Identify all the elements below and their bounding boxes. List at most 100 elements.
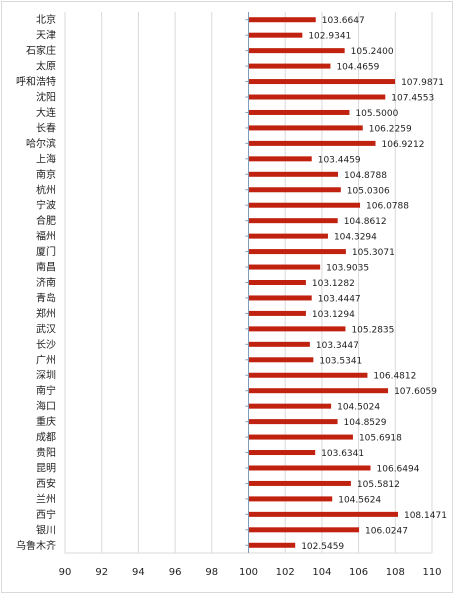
bar bbox=[248, 264, 321, 270]
x-tick-label: 104 bbox=[312, 567, 331, 578]
bar bbox=[248, 372, 368, 378]
category-label: 宁波 bbox=[36, 199, 56, 212]
category-label: 深圳 bbox=[36, 370, 56, 382]
bar bbox=[248, 233, 328, 239]
value-label: 105.6918 bbox=[359, 434, 402, 444]
bar bbox=[248, 156, 312, 162]
bar bbox=[248, 17, 316, 23]
value-label: 107.4553 bbox=[391, 94, 434, 104]
value-label: 104.4659 bbox=[336, 63, 379, 73]
value-label: 106.0247 bbox=[365, 526, 408, 536]
bar bbox=[248, 63, 331, 69]
category-label: 天津 bbox=[36, 30, 56, 42]
value-label: 105.0306 bbox=[347, 186, 390, 196]
x-tick-label: 90 bbox=[59, 567, 72, 578]
bar bbox=[248, 511, 398, 517]
category-label: 北京 bbox=[36, 13, 56, 26]
category-label: 济南 bbox=[36, 276, 56, 289]
bar bbox=[248, 326, 346, 332]
value-label: 103.1294 bbox=[312, 310, 355, 320]
bar bbox=[248, 94, 386, 100]
bar bbox=[248, 171, 339, 177]
value-label: 103.9035 bbox=[326, 264, 369, 274]
category-label: 福州 bbox=[36, 230, 56, 243]
bars bbox=[248, 17, 398, 548]
bar bbox=[248, 249, 346, 255]
category-label: 大连 bbox=[36, 106, 56, 119]
x-tick-label: 108 bbox=[386, 567, 405, 578]
x-tick-label: 110 bbox=[422, 567, 441, 578]
category-label: 青岛 bbox=[36, 291, 56, 304]
category-label: 西宁 bbox=[36, 508, 56, 521]
axes bbox=[65, 12, 432, 554]
value-label: 103.6341 bbox=[321, 449, 364, 459]
value-label: 104.8612 bbox=[344, 217, 387, 227]
bar bbox=[248, 496, 333, 502]
bar bbox=[248, 450, 316, 456]
value-label: 104.8788 bbox=[344, 171, 387, 181]
bar bbox=[248, 341, 310, 347]
value-label: 104.3294 bbox=[334, 233, 377, 243]
value-label: 108.1471 bbox=[404, 511, 447, 521]
category-label: 兰州 bbox=[36, 492, 56, 505]
x-tick-labels: 90 92 94 96 98 100 102 104 106 108 110 bbox=[59, 567, 442, 578]
category-label: 西安 bbox=[36, 477, 56, 490]
value-label: 106.2259 bbox=[369, 124, 412, 134]
category-label: 成都 bbox=[36, 432, 56, 444]
category-label: 南昌 bbox=[36, 261, 56, 274]
value-label: 107.6059 bbox=[394, 387, 437, 397]
value-label: 103.4447 bbox=[318, 294, 361, 304]
bar bbox=[248, 32, 303, 38]
category-label: 石家庄 bbox=[26, 44, 56, 57]
x-tick-label: 92 bbox=[95, 567, 108, 578]
category-label: 银川 bbox=[36, 523, 56, 536]
value-label: 103.6647 bbox=[322, 16, 365, 26]
category-label: 长沙 bbox=[36, 339, 56, 351]
bar bbox=[248, 434, 353, 440]
bar bbox=[248, 295, 312, 301]
bar bbox=[248, 48, 345, 54]
bar bbox=[248, 357, 314, 363]
bar bbox=[248, 388, 389, 394]
category-label: 贵阳 bbox=[36, 446, 56, 459]
category-label: 上海 bbox=[36, 152, 56, 165]
category-label: 广州 bbox=[36, 354, 56, 366]
category-label: 太原 bbox=[36, 60, 56, 73]
value-label: 106.9212 bbox=[382, 140, 425, 150]
value-label: 104.5024 bbox=[337, 403, 380, 413]
bar bbox=[248, 465, 371, 471]
value-label: 106.6494 bbox=[377, 464, 420, 474]
bar bbox=[248, 79, 396, 85]
bar bbox=[248, 109, 350, 115]
category-label: 杭州 bbox=[36, 183, 56, 196]
category-label: 乌鲁木齐 bbox=[16, 539, 56, 552]
x-tick-label: 100 bbox=[239, 567, 258, 578]
value-label: 105.5812 bbox=[357, 480, 400, 490]
bar bbox=[248, 419, 338, 425]
value-label: 105.2400 bbox=[351, 47, 394, 57]
x-tick-label: 98 bbox=[205, 567, 218, 578]
category-label: 武汉 bbox=[36, 322, 56, 335]
category-label: 海口 bbox=[36, 400, 56, 413]
category-label: 合肥 bbox=[36, 214, 56, 227]
category-label: 呼和浩特 bbox=[16, 76, 56, 88]
category-label: 长春 bbox=[36, 122, 56, 134]
bar bbox=[248, 480, 351, 486]
value-label: 106.0788 bbox=[366, 202, 409, 212]
x-tick-label: 96 bbox=[169, 567, 182, 578]
category-labels: 北京天津石家庄太原呼和浩特沈阳大连长春哈尔滨上海南京杭州宁波合肥福州厦门南昌济南… bbox=[16, 13, 56, 552]
value-label: 103.4459 bbox=[318, 155, 361, 165]
x-tick-label: 94 bbox=[132, 567, 145, 578]
category-label: 沈阳 bbox=[36, 91, 56, 104]
value-label: 102.9341 bbox=[308, 32, 351, 42]
gridlines bbox=[64, 12, 433, 553]
bar bbox=[248, 125, 363, 131]
value-label: 104.8529 bbox=[344, 418, 387, 428]
bar bbox=[248, 527, 360, 533]
category-label: 哈尔滨 bbox=[26, 137, 56, 150]
category-label: 南宁 bbox=[36, 384, 56, 397]
bar bbox=[248, 140, 376, 146]
bar bbox=[248, 187, 341, 193]
